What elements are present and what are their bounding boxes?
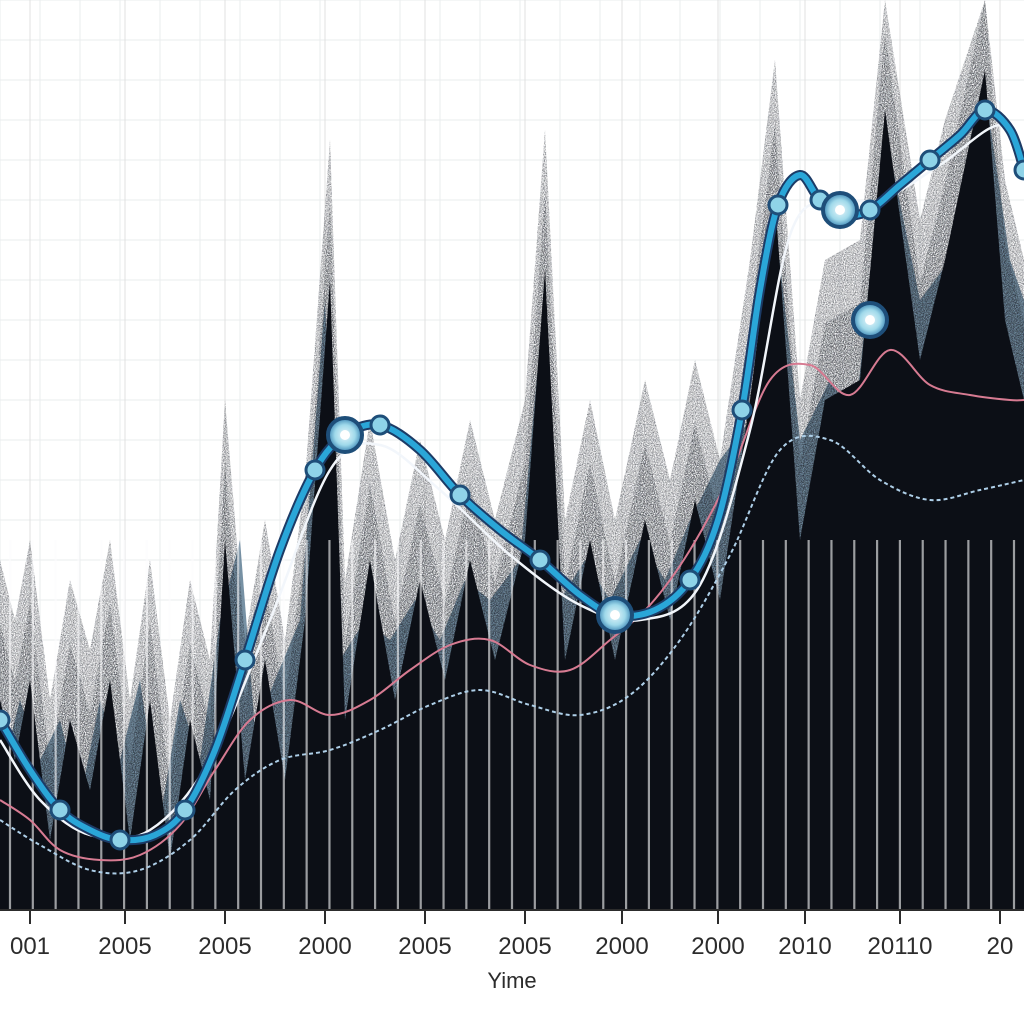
x-tick-label: 2010 xyxy=(778,933,831,960)
marker xyxy=(176,801,194,819)
x-tick-label: 2000 xyxy=(691,933,744,960)
x-tick-label: 2005 xyxy=(198,933,251,960)
chart-svg: 001 2005 2005 2000 2005 2005 2000 2000 2010 20110… xyxy=(0,0,1024,1024)
marker-large-dot xyxy=(610,610,620,620)
marker xyxy=(733,401,751,419)
time-series-chart: 001 2005 2005 2000 2005 2005 2000 2000 2010 20110… xyxy=(0,0,1024,1024)
x-tick-label: 20110 xyxy=(868,933,933,960)
x-axis: 001 2005 2005 2000 2005 2005 2000 2000 2010 20110… xyxy=(0,910,1024,993)
x-tick-label: 2005 xyxy=(98,933,151,960)
marker xyxy=(0,711,9,729)
marker xyxy=(921,151,939,169)
marker-large-dot xyxy=(835,205,845,215)
marker-large-dot xyxy=(340,430,350,440)
marker xyxy=(681,571,699,589)
x-tick-label: 2005 xyxy=(498,933,551,960)
marker-large-dot xyxy=(865,315,875,325)
marker xyxy=(51,801,69,819)
marker xyxy=(769,196,787,214)
marker xyxy=(976,101,994,119)
x-tick-label: 2000 xyxy=(298,933,351,960)
x-tick-label: 20 xyxy=(987,933,1014,960)
marker xyxy=(111,831,129,849)
x-tick-label: 2000 xyxy=(595,933,648,960)
marker xyxy=(371,416,389,434)
marker xyxy=(531,551,549,569)
x-tick-label: 001 xyxy=(10,933,50,960)
marker xyxy=(236,651,254,669)
marker xyxy=(861,201,879,219)
x-axis-title: Yime xyxy=(487,968,536,993)
marker xyxy=(451,486,469,504)
marker xyxy=(1015,161,1024,179)
marker xyxy=(306,461,324,479)
x-tick-label: 2005 xyxy=(398,933,451,960)
